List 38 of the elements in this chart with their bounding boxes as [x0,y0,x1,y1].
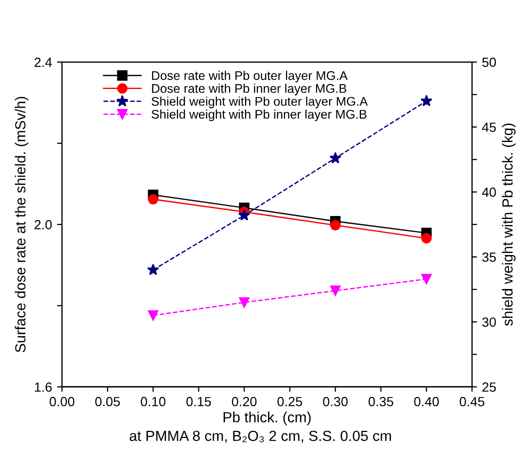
point [147,264,160,276]
y2-tick-label: 40 [482,188,496,197]
legend-label: Shield weight with Pb inner layer MG.B [152,110,366,122]
point [238,209,250,221]
y-tick-label: 1.6 [34,382,52,392]
point [330,286,341,296]
legend-label: Dose rate with Pb outer layer MG.A [152,70,348,82]
x-tick-label: 0.40 [414,396,439,406]
point [421,233,432,244]
y2-tick-label: 35 [482,252,496,262]
x-tick-label: 0.00 [50,396,74,406]
x-tick-label: 0.45 [460,396,484,406]
y2-tick-label: 25 [482,382,496,392]
point [329,152,342,164]
x-tick-label: 0.20 [232,396,257,406]
point [239,297,250,308]
x-tick-label: 0.10 [140,396,166,406]
point [421,274,432,284]
y2-tick-label: 30 [482,317,496,327]
x-tick-label: 0.35 [368,396,394,406]
y-tick-label: 2.4 [34,58,52,67]
x-axis-title: Pb thick. (cm) [224,412,311,426]
point [330,220,341,230]
x-tick-label: 0.25 [277,396,302,406]
x-tick-label: 0.15 [186,396,211,406]
y2-axis-title: shield weight with Pb thick. (kg) [502,124,516,326]
point [148,310,158,321]
y-axis-title: Surface dose rate at the shield. (mSv/h) [14,96,28,352]
y2-tick-label: 45 [482,122,496,132]
legend-label: Shield weight with Pb outer layer MG.A [152,96,368,108]
x-tick-label: 0.30 [323,396,348,406]
y-tick-label: 2.0 [34,220,52,230]
point [148,194,158,204]
x-tick-label: 0.05 [95,396,120,406]
y2-tick-label: 50 [482,58,496,67]
point [420,94,432,106]
text: at PMMA 8 cm, B₂O₃ 2 cm, S.S. 0.05 cm [130,430,391,443]
legend-label: Dose rate with Pb inner layer MG.B [152,84,346,96]
